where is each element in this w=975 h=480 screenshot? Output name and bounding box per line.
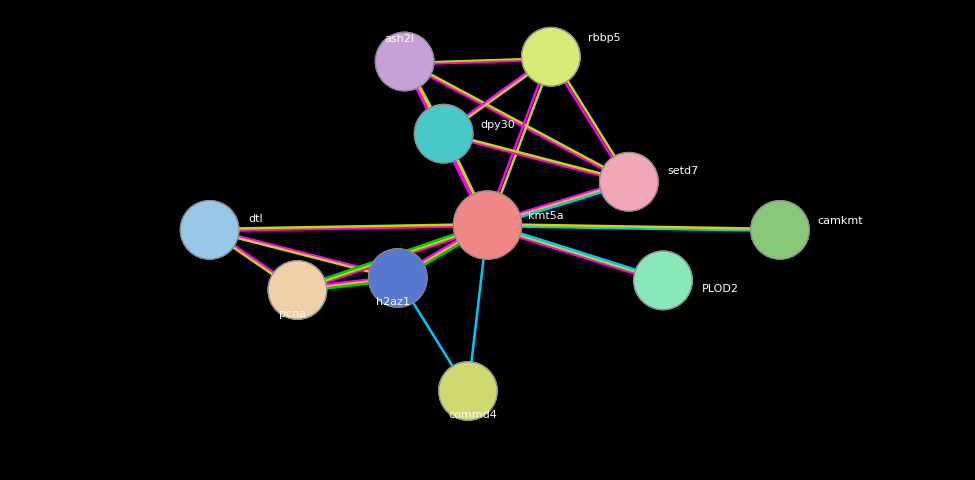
Text: h2az1: h2az1 <box>376 297 410 306</box>
Ellipse shape <box>522 28 580 87</box>
Ellipse shape <box>369 249 427 308</box>
Ellipse shape <box>634 252 692 310</box>
Text: setd7: setd7 <box>668 166 699 175</box>
Ellipse shape <box>414 105 473 164</box>
Ellipse shape <box>439 362 497 420</box>
Text: rbbp5: rbbp5 <box>588 34 620 43</box>
Text: commd4: commd4 <box>448 409 497 419</box>
Text: dtl: dtl <box>249 214 263 223</box>
Text: dpy30: dpy30 <box>481 120 516 130</box>
Text: camkmt: camkmt <box>817 216 863 226</box>
Ellipse shape <box>375 33 434 92</box>
Ellipse shape <box>268 261 327 320</box>
Ellipse shape <box>600 153 658 212</box>
Text: kmt5a: kmt5a <box>528 211 565 221</box>
Text: pcna: pcna <box>279 309 306 318</box>
Text: PLOD2: PLOD2 <box>702 283 739 293</box>
Ellipse shape <box>180 201 239 260</box>
Ellipse shape <box>751 201 809 260</box>
Ellipse shape <box>453 192 522 260</box>
Text: ash2l: ash2l <box>385 35 414 44</box>
